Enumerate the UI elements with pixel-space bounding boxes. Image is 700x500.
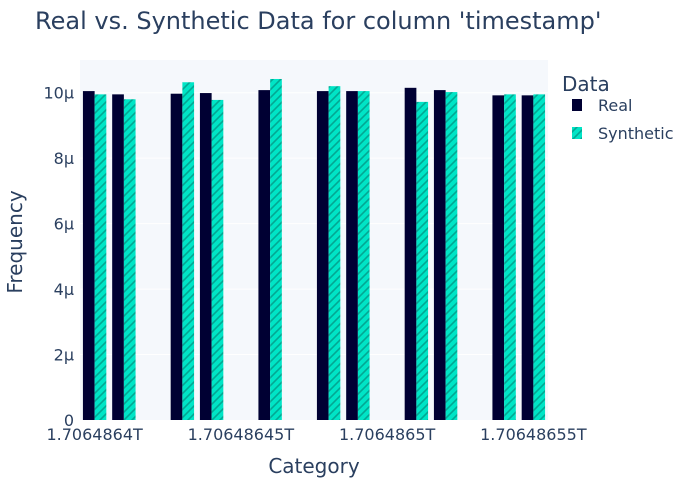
bar-synthetic[interactable] — [328, 86, 341, 420]
bar-real[interactable] — [112, 94, 124, 420]
y-axis-ticks: 0 2µ 4µ 6µ 8µ 10µ — [43, 84, 74, 430]
legend-label-synthetic[interactable]: Synthetic — [598, 124, 674, 143]
bar-real[interactable] — [346, 91, 358, 420]
bar-real[interactable] — [82, 91, 95, 420]
x-axis-ticks: 1.7064864T 1.70648645T 1.7064865T 1.7064865… — [46, 425, 586, 444]
bar-real[interactable] — [492, 95, 505, 420]
bar-synthetic[interactable] — [211, 99, 224, 420]
bars — [82, 78, 546, 421]
x-tick-label: 1.7064864T — [46, 425, 143, 444]
y-tick-label: 6µ — [54, 215, 74, 234]
bar-synthetic[interactable] — [270, 78, 282, 421]
y-tick-label: 0 — [64, 411, 74, 430]
chart-title: Real vs. Synthetic Data for column 'time… — [35, 7, 601, 35]
bar-synthetic[interactable] — [182, 82, 195, 420]
y-axis-title: Frequency — [3, 190, 27, 293]
bar-synthetic[interactable] — [445, 92, 458, 420]
bar-real[interactable] — [170, 93, 183, 420]
legend-swatch-synthetic — [572, 127, 582, 139]
y-tick-label: 8µ — [54, 149, 74, 168]
bar-synthetic[interactable] — [123, 99, 136, 420]
bar-synthetic[interactable] — [357, 91, 370, 420]
bar-real[interactable] — [199, 93, 212, 421]
x-axis-title: Category — [268, 454, 360, 478]
bar-real[interactable] — [258, 90, 271, 420]
y-tick-label: 2µ — [54, 346, 74, 365]
x-tick-label: 1.7064865T — [339, 425, 436, 444]
bar-real[interactable] — [521, 95, 534, 420]
y-tick-label: 4µ — [54, 280, 74, 299]
grid-lines — [80, 92, 548, 356]
bar-synthetic[interactable] — [504, 94, 516, 420]
bar-real[interactable] — [404, 87, 417, 421]
y-tick-label: 10µ — [43, 84, 74, 103]
bar-real[interactable] — [433, 90, 446, 420]
bar-synthetic[interactable] — [533, 94, 546, 420]
legend-title: Data — [562, 72, 610, 96]
bar-synthetic[interactable] — [94, 94, 107, 420]
bar-real[interactable] — [316, 91, 329, 420]
legend-label-real[interactable]: Real — [598, 96, 633, 115]
legend[interactable]: Data Real Synthetic — [562, 72, 674, 143]
bar-synthetic[interactable] — [416, 101, 429, 421]
legend-swatch-real — [572, 99, 582, 111]
plot-area — [80, 60, 548, 420]
x-tick-label: 1.70648645T — [188, 425, 295, 444]
x-tick-label: 1.70648655T — [480, 425, 587, 444]
